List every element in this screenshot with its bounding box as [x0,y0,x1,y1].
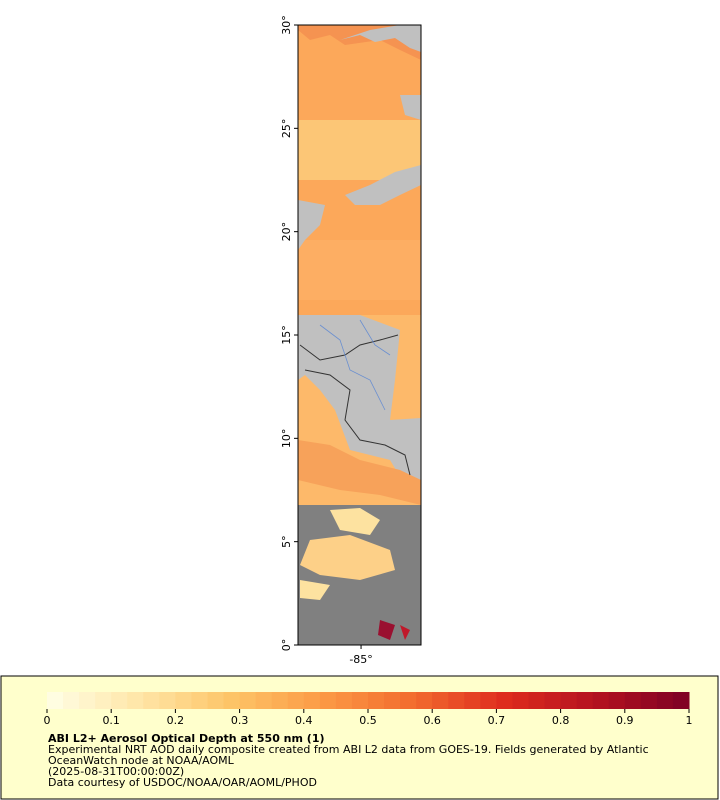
colorbar-segment [608,692,626,709]
y-tick-label: 20° [280,222,293,242]
colorbar-segment [656,692,674,709]
colorbar-segment [528,692,546,709]
colorbar-segment [287,692,305,709]
colorbar-segment [271,692,289,709]
colorbar-segment [624,692,642,709]
colorbar-tick-label: 0.1 [102,714,120,727]
description: Experimental NRT AOD daily composite cre… [48,743,649,756]
colorbar-tick-label: 0.3 [231,714,249,727]
colorbar-tick-label: 0.7 [488,714,506,727]
y-tick-label: 30° [280,15,293,35]
colorbar-segment [592,692,610,709]
y-tick-label: 0° [280,639,293,652]
colorbar-segment [416,692,433,709]
description: (2025-08-31T00:00:00Z) [48,765,184,778]
colorbar-segment [191,692,208,709]
description: OceanWatch node at NOAA/AOML [48,754,235,767]
colorbar-segment [512,692,529,709]
y-tick-label: 5° [280,535,293,548]
colorbar-segment [143,692,160,709]
colorbar-segment [207,692,225,709]
colorbar-segment [223,692,241,709]
colorbar-segment [175,692,192,709]
colorbar-segment [47,692,64,709]
colorbar-segment [255,692,273,709]
colorbar-segment [640,692,658,709]
colorbar-segment [351,692,369,709]
colorbar-segment [496,692,513,709]
colorbar-segment [576,692,594,709]
colorbar-tick-label: 0.5 [359,714,377,727]
colorbar-segment [319,692,337,709]
colorbar-tick-label: 0.9 [616,714,634,727]
colorbar-tick-label: 0 [44,714,51,727]
colorbar-segment [560,692,578,709]
y-tick-label: 10° [280,429,293,449]
colorbar-segment [480,692,497,709]
legend-title: ABI L2+ Aerosol Optical Depth at 550 nm … [48,732,325,745]
colorbar-segment [79,692,96,709]
colorbar-segment [111,692,128,709]
colorbar-tick-label: 0.6 [423,714,441,727]
colorbar-segment [335,692,353,709]
colorbar-segment [464,692,481,709]
colorbar-segment [95,692,112,709]
colorbar-segment [368,692,385,709]
x-tick-label: -85° [349,653,372,666]
colorbar-tick-label: 0.4 [295,714,313,727]
y-tick-label: 25° [280,119,293,139]
colorbar-segment [127,692,144,709]
colorbar-segment [400,692,417,709]
colorbar-segment [63,692,80,709]
colorbar-segment [239,692,257,709]
colorbar-segment [544,692,562,709]
colorbar-tick-label: 0.8 [552,714,570,727]
y-tick-label: 15° [280,325,293,345]
colorbar-segment [432,692,449,709]
colorbar-segment [672,692,690,709]
description: Data courtesy of USDOC/NOAA/OAR/AOML/PHO… [48,776,317,789]
colorbar-tick-label: 1 [686,714,693,727]
map-image [298,25,421,645]
colorbar-segment [159,692,176,709]
colorbar-tick-label: 0.2 [167,714,185,727]
colorbar-segment [384,692,401,709]
colorbar-segment [303,692,321,709]
colorbar-segment [448,692,465,709]
